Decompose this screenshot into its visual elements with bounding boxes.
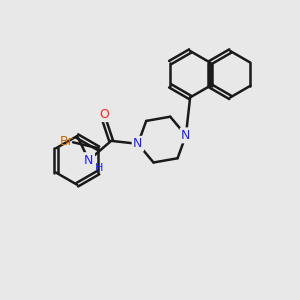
Text: Br: Br: [60, 135, 74, 148]
Text: N: N: [133, 137, 142, 150]
Text: H: H: [95, 164, 103, 173]
Text: N: N: [84, 154, 94, 167]
Text: N: N: [181, 129, 190, 142]
Text: O: O: [99, 108, 109, 121]
